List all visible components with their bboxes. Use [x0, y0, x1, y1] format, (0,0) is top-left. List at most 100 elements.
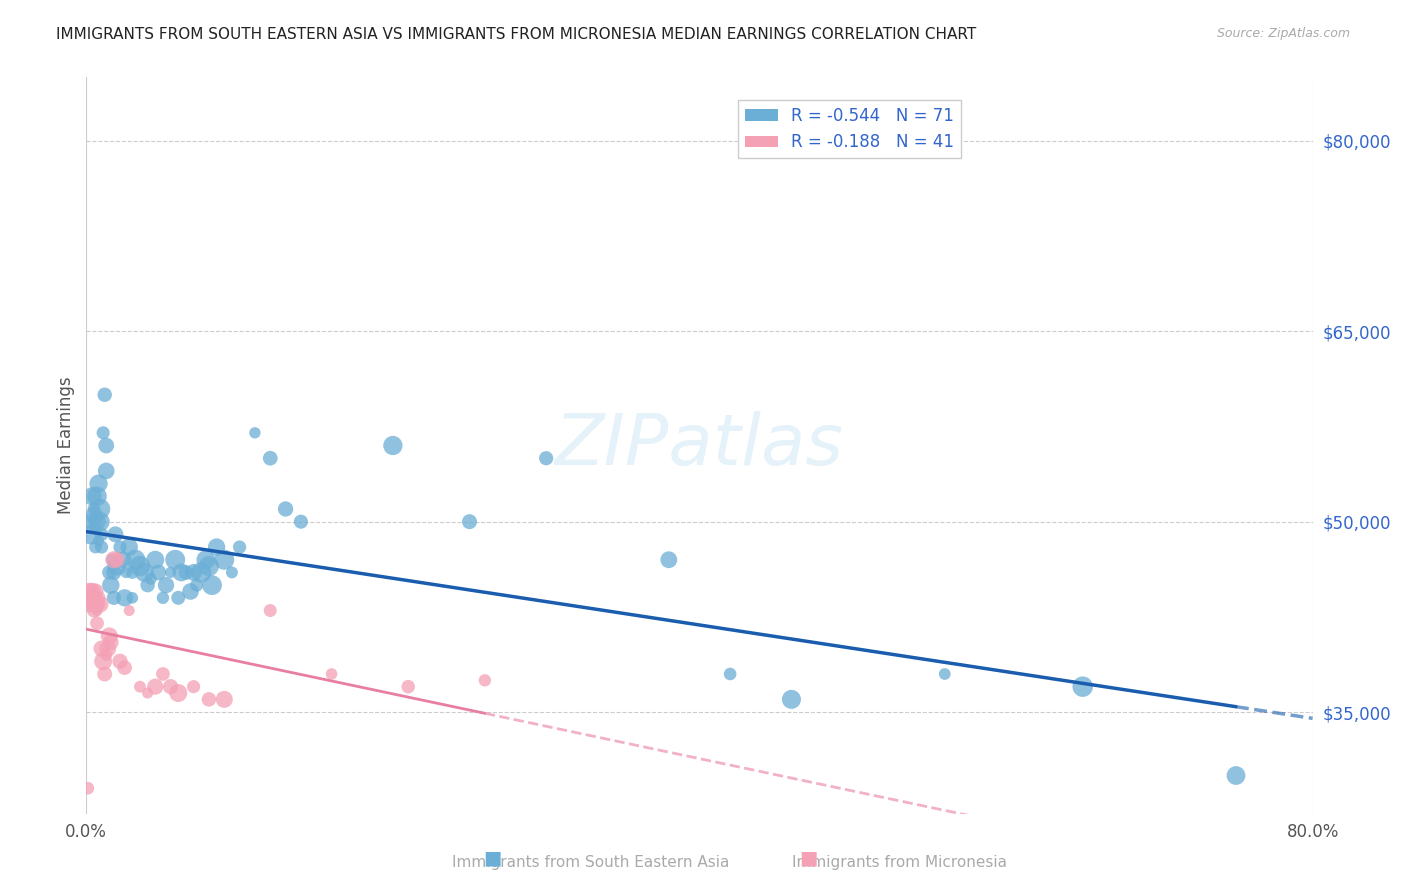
- Point: [118, 540, 141, 554]
- Point: [105, 559, 128, 574]
- Text: IMMIGRANTS FROM SOUTH EASTERN ASIA VS IMMIGRANTS FROM MICRONESIA MEDIAN EARNINGS: IMMIGRANTS FROM SOUTH EASTERN ASIA VS IM…: [56, 27, 977, 42]
- Point: [82, 489, 104, 503]
- Point: [143, 553, 166, 567]
- Point: [114, 591, 136, 605]
- Point: [718, 667, 741, 681]
- Text: ■: ■: [799, 848, 818, 867]
- Point: [84, 521, 107, 535]
- Point: [134, 566, 156, 580]
- Point: [259, 451, 281, 466]
- Point: [103, 566, 125, 580]
- Point: [780, 692, 803, 706]
- Point: [534, 451, 557, 466]
- Point: [96, 438, 118, 452]
- Text: Source: ZipAtlas.com: Source: ZipAtlas.com: [1216, 27, 1350, 40]
- Point: [97, 641, 120, 656]
- Point: [93, 388, 115, 402]
- Point: [290, 515, 312, 529]
- Point: [124, 553, 146, 567]
- Point: [381, 438, 404, 452]
- Point: [86, 489, 108, 503]
- Point: [201, 578, 224, 592]
- Point: [183, 680, 205, 694]
- Point: [100, 635, 122, 649]
- Point: [190, 566, 212, 580]
- Point: [98, 629, 121, 643]
- Point: [108, 540, 131, 554]
- Point: [80, 591, 103, 605]
- Point: [114, 660, 136, 674]
- Point: [108, 654, 131, 668]
- Point: [87, 591, 110, 605]
- Point: [86, 603, 108, 617]
- Point: [180, 584, 202, 599]
- Point: [112, 553, 135, 567]
- Point: [83, 502, 105, 516]
- Point: [91, 654, 114, 668]
- Point: [79, 584, 101, 599]
- Point: [259, 603, 281, 617]
- Point: [170, 566, 193, 580]
- Point: [104, 527, 127, 541]
- Point: [90, 540, 112, 554]
- Point: [186, 578, 208, 592]
- Point: [82, 597, 104, 611]
- Point: [458, 515, 481, 529]
- Point: [221, 566, 243, 580]
- Point: [86, 616, 108, 631]
- Point: [183, 566, 205, 580]
- Point: [89, 515, 111, 529]
- Point: [321, 667, 343, 681]
- Point: [87, 533, 110, 548]
- Point: [84, 540, 107, 554]
- Point: [205, 540, 228, 554]
- Point: [84, 597, 107, 611]
- Point: [121, 566, 143, 580]
- Point: [87, 476, 110, 491]
- Point: [76, 781, 98, 796]
- Point: [90, 527, 112, 541]
- Point: [152, 591, 174, 605]
- Legend: R = -0.544   N = 71, R = -0.188   N = 41: R = -0.544 N = 71, R = -0.188 N = 41: [738, 101, 960, 158]
- Point: [167, 591, 190, 605]
- Point: [87, 597, 110, 611]
- Point: [1071, 680, 1094, 694]
- Point: [82, 584, 104, 599]
- Y-axis label: Median Earnings: Median Earnings: [58, 376, 75, 515]
- Point: [101, 553, 124, 567]
- Point: [79, 515, 101, 529]
- Point: [98, 566, 121, 580]
- Point: [174, 566, 197, 580]
- Point: [136, 686, 159, 700]
- Point: [159, 680, 181, 694]
- Point: [90, 641, 112, 656]
- Point: [212, 553, 235, 567]
- Point: [83, 603, 105, 617]
- Point: [84, 584, 107, 599]
- Point: [86, 515, 108, 529]
- Point: [100, 578, 122, 592]
- Point: [212, 692, 235, 706]
- Text: ZIPatlas: ZIPatlas: [555, 411, 844, 480]
- Point: [89, 597, 111, 611]
- Point: [93, 667, 115, 681]
- Point: [96, 464, 118, 478]
- Point: [167, 686, 190, 700]
- Point: [155, 578, 177, 592]
- Text: Immigrants from South Eastern Asia: Immigrants from South Eastern Asia: [451, 855, 730, 870]
- Point: [80, 597, 103, 611]
- Point: [83, 508, 105, 523]
- Point: [79, 591, 101, 605]
- Point: [91, 425, 114, 440]
- Point: [243, 425, 266, 440]
- Point: [934, 667, 956, 681]
- Point: [89, 502, 111, 516]
- Point: [165, 553, 187, 567]
- Point: [129, 559, 152, 574]
- Point: [198, 692, 221, 706]
- Point: [658, 553, 681, 567]
- Point: [83, 591, 105, 605]
- Point: [115, 566, 138, 580]
- Point: [96, 648, 118, 662]
- Point: [80, 527, 103, 541]
